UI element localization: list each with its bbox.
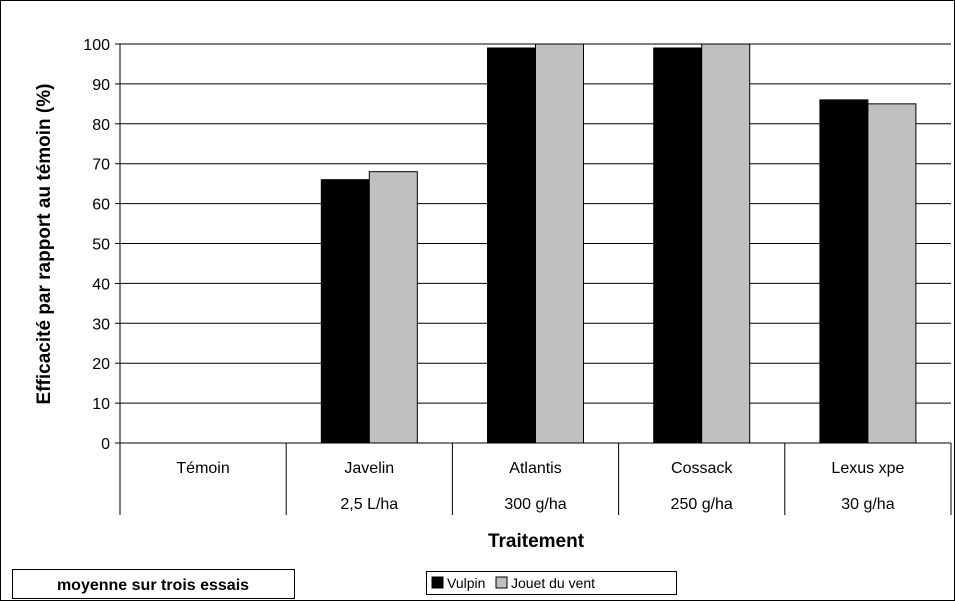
x-category-dose-label: 250 g/ha	[671, 496, 733, 513]
note-box: moyenne sur trois essais	[12, 569, 295, 599]
x-category-label: Lexus xpe	[831, 460, 904, 477]
x-category-label: Javelin	[344, 460, 394, 477]
y-tick-label-10: 10	[92, 396, 110, 413]
x-category-dose-label: 30 g/ha	[841, 496, 894, 513]
x-category-label: Témoin	[176, 460, 229, 477]
y-tick-label-50: 50	[92, 237, 110, 254]
bar-vulpin-javelin	[320, 179, 370, 444]
bar-jouet-du-vent-atlantis	[535, 43, 584, 444]
note-box-border	[12, 569, 295, 599]
x-axis-title: Traitement	[488, 531, 585, 552]
y-tick-label-20: 20	[92, 356, 110, 373]
legend: Vulpin Jouet du vent	[426, 571, 677, 595]
legend-border	[426, 571, 677, 595]
y-tick-label-70: 70	[92, 157, 110, 174]
y-tick-label-90: 90	[92, 77, 110, 94]
bar-jouet-du-vent-cossack	[701, 43, 751, 444]
y-tick-label-0: 0	[101, 436, 110, 453]
x-category-label: Cossack	[671, 460, 733, 477]
bar-vulpin-cossack	[653, 47, 703, 444]
legend-label-vulpin: Vulpin	[447, 575, 485, 591]
y-tick-label-80: 80	[92, 117, 110, 134]
legend-label-jouet-du-vent: Jouet du vent	[511, 575, 595, 591]
x-category-dose-label: 300 g/ha	[504, 496, 566, 513]
y-tick-label-60: 60	[92, 197, 110, 214]
y-tick-labels: 0 10 20 30 40 50 60 70 80 90 100	[83, 37, 120, 453]
bar-jouet-du-vent-lexus-xpe	[867, 103, 917, 444]
legend-swatch-jouet-du-vent	[495, 576, 508, 589]
bar-vulpin-lexus-xpe	[819, 99, 869, 444]
y-tick-label-40: 40	[92, 276, 110, 293]
y-axis-title: Efficacité par rapport au témoin (%)	[34, 84, 55, 405]
x-category-label: Atlantis	[509, 460, 561, 477]
bar-jouet-du-vent-javelin	[368, 171, 418, 444]
y-tick-label-30: 30	[92, 316, 110, 333]
note-text: moyenne sur trois essais	[57, 577, 249, 594]
legend-swatch-vulpin	[431, 576, 444, 589]
y-tick-label-100: 100	[83, 37, 110, 54]
x-category-dose-label: 2,5 L/ha	[340, 496, 398, 513]
bar-vulpin-atlantis	[487, 47, 536, 444]
x-category-labels: Témoin Javelin 2,5 L/ha Atlantis 300 g/ha Cos…	[176, 460, 904, 513]
